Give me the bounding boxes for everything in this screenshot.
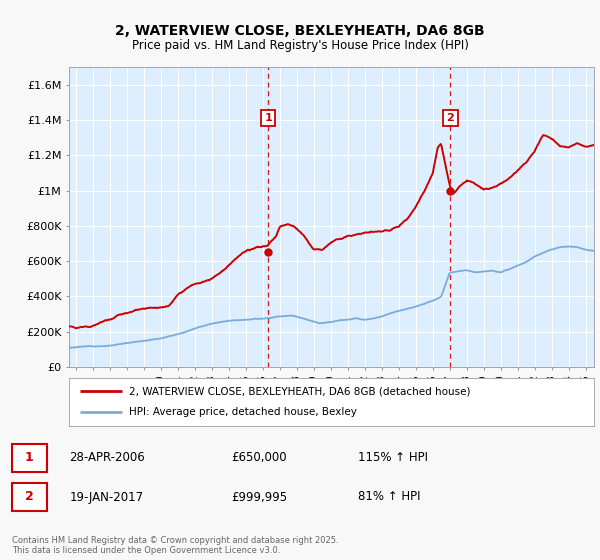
Text: HPI: Average price, detached house, Bexley: HPI: Average price, detached house, Bexl…	[130, 407, 357, 417]
Text: 1: 1	[264, 113, 272, 123]
Text: 2, WATERVIEW CLOSE, BEXLEYHEATH, DA6 8GB (detached house): 2, WATERVIEW CLOSE, BEXLEYHEATH, DA6 8GB…	[130, 386, 471, 396]
Text: 1: 1	[25, 451, 34, 464]
Text: 19-JAN-2017: 19-JAN-2017	[70, 491, 144, 503]
FancyBboxPatch shape	[12, 444, 47, 472]
Text: Contains HM Land Registry data © Crown copyright and database right 2025.
This d: Contains HM Land Registry data © Crown c…	[12, 536, 338, 556]
Text: 115% ↑ HPI: 115% ↑ HPI	[358, 451, 428, 464]
Text: 2, WATERVIEW CLOSE, BEXLEYHEATH, DA6 8GB: 2, WATERVIEW CLOSE, BEXLEYHEATH, DA6 8GB	[115, 24, 485, 38]
Text: Price paid vs. HM Land Registry's House Price Index (HPI): Price paid vs. HM Land Registry's House …	[131, 39, 469, 53]
Text: 2: 2	[25, 491, 34, 503]
Text: 28-APR-2006: 28-APR-2006	[70, 451, 145, 464]
Text: 2: 2	[446, 113, 454, 123]
FancyBboxPatch shape	[12, 483, 47, 511]
Text: £999,995: £999,995	[231, 491, 287, 503]
Text: 81% ↑ HPI: 81% ↑ HPI	[358, 491, 420, 503]
Text: £650,000: £650,000	[231, 451, 287, 464]
